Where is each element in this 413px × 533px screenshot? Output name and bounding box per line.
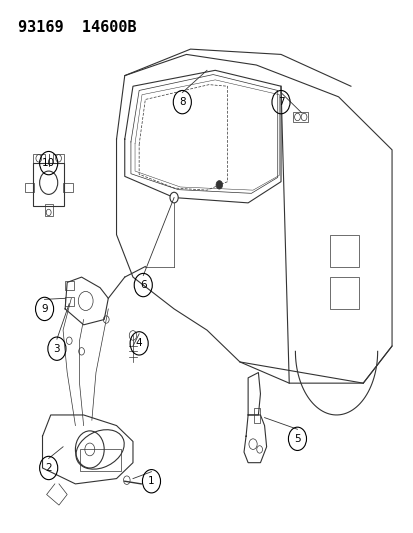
Bar [293,112,307,122]
Bar [63,183,72,192]
Circle shape [216,181,222,189]
Text: 10: 10 [42,158,55,168]
Bar [254,408,260,423]
Text: 93169  14600B: 93169 14600B [18,20,136,35]
Text: 3: 3 [53,344,60,354]
Circle shape [170,192,178,203]
Bar [45,205,53,216]
Text: 7: 7 [277,97,284,107]
Text: 9: 9 [41,304,48,314]
Text: 8: 8 [178,97,185,107]
Bar [25,183,34,192]
Bar [79,449,120,471]
Bar [65,281,74,290]
Text: 4: 4 [135,338,142,349]
Bar [65,297,74,306]
Text: 5: 5 [294,434,300,444]
Text: 6: 6 [140,280,146,290]
Bar [33,154,45,163]
Text: 2: 2 [45,463,52,473]
Bar [53,154,64,163]
Text: 1: 1 [148,477,154,486]
Bar [33,163,64,206]
